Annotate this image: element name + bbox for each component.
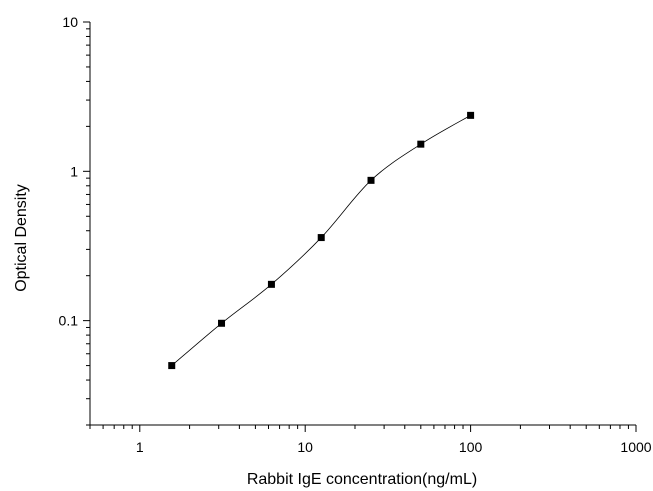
data-point xyxy=(417,140,425,148)
x-tick-label: 1 xyxy=(136,439,144,455)
x-tick-label: 100 xyxy=(459,439,483,455)
tick-labels: 1 10 100 1000 0.1 1 10 xyxy=(59,14,652,455)
y-tick-label: 0.1 xyxy=(59,313,79,329)
data-point xyxy=(317,234,325,242)
y-tick-label: 10 xyxy=(62,14,78,30)
data-point xyxy=(267,280,275,288)
y-axis xyxy=(83,21,91,426)
y-tick-label: 1 xyxy=(70,163,78,179)
data-point xyxy=(168,362,176,370)
x-tick-label: 10 xyxy=(297,439,313,455)
data-point xyxy=(218,319,226,327)
data-point xyxy=(467,111,475,119)
data-point xyxy=(367,176,375,184)
data-points xyxy=(168,111,475,370)
y-axis-label: Optical Density xyxy=(13,184,30,292)
x-tick-label: 1000 xyxy=(620,439,651,455)
x-axis-label: Rabbit IgE concentration(ng/mL) xyxy=(247,471,477,488)
x-axis xyxy=(89,424,637,432)
